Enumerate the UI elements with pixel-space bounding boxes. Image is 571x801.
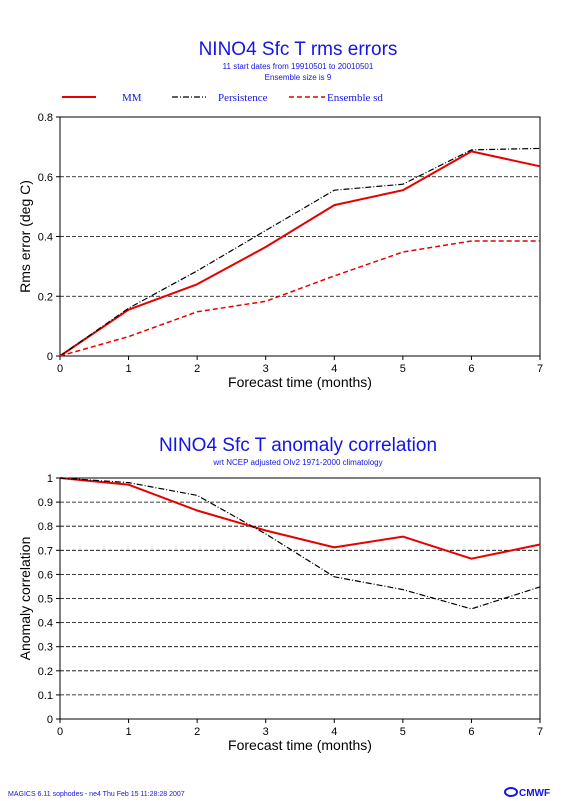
chart2-y-tick-label: 0.4 [38,618,53,630]
chart1-x-tick-label: 2 [194,363,200,375]
chart1-y-axis-label: Rms error (deg C) [17,180,33,293]
chart1-plot: 0 0.2 0.4 0.6 0.8 0 1 2 3 4 5 6 7 Forecast time (mont… [17,112,543,390]
chart1-series-persistence [59,147,541,357]
chart2-series-line-1 [59,477,541,560]
chart1-x-tick-label: 3 [263,363,269,375]
footer-text: MAGICS 6.11 sophodes - ne4 Thu Feb 15 11… [8,791,185,798]
chart2-y-tick-label: 0.1 [38,690,53,702]
legend-persistence-label: Persistence [218,92,268,104]
chart2-x-axis-label: Forecast time (months) [228,737,372,753]
chart2-x-tick-label: 4 [331,726,337,738]
chart1-series-ensemble-sd [59,240,540,357]
chart1-subtitle-line2: Ensemble size is 9 [265,73,332,82]
chart1-x-tick-label: 6 [468,363,474,375]
chart2-y-tick-label: 0.5 [38,594,53,606]
chart1-y-tick-label: 0 [47,351,53,363]
chart2-y-tick-label: 0.8 [38,521,53,533]
chart2-y-axis-label: Anomaly correlation [17,537,33,661]
chart2-x-tick-label: 2 [194,726,200,738]
chart2-x-tick-label: 3 [263,726,269,738]
legend-ensemble-sd-label: Ensemble sd [327,92,383,104]
chart1-x-tick-label: 0 [57,363,63,375]
chart2-series-line-2 [59,477,541,610]
chart2-x-tick-label: 7 [537,726,543,738]
chart1-x-axis-label: Forecast time (months) [228,374,372,390]
chart1-x-tick-label: 4 [331,363,337,375]
chart2-y-tick-label: 0.9 [38,497,53,509]
chart2-y-tick-label: 0 [47,714,53,726]
chart1-series-mm [59,150,541,357]
chart2-x-tick-label: 5 [400,726,406,738]
chart2-x-tick-label: 6 [468,726,474,738]
chart1-subtitle-line1: 11 start dates from 19910501 to 20010501 [223,62,374,71]
chart2-y-tick-label: 0.3 [38,642,53,654]
chart1-x-tick-label: 7 [537,363,543,375]
chart2-x-tick-label: 1 [126,726,132,738]
chart2-x-tick-label: 0 [57,726,63,738]
chart2-plot: 0 0.1 0.2 0.3 0.4 0.5 0.6 0.7 0.8 0.9 1 0 1 2 3 4 5 6 7 For… [17,473,543,753]
chart1-y-tick-label: 0.4 [38,232,53,244]
chart1-legend: MM Persistence Ensemble sd [62,92,383,104]
chart2-title: NINO4 Sfc T anomaly correlation [159,435,437,456]
ecmwf-logo-text: CMWF [519,788,550,799]
chart1-title: NINO4 Sfc T rms errors [199,39,398,60]
ecmwf-logo: CMWF [504,787,550,799]
chart1-x-tick-label: 5 [400,363,406,375]
chart2-y-tick-label: 0.2 [38,666,53,678]
chart1-y-tick-label: 0.6 [38,172,53,184]
chart2-y-tick-label: 0.7 [38,545,53,557]
chart2-y-tick-label: 0.6 [38,569,53,581]
chart2-subtitle: wrt NCEP adjusted OIv2 1971-2000 climato… [212,458,382,467]
legend-mm-label: MM [122,92,142,104]
chart1-y-tick-label: 0.8 [38,112,53,124]
chart1-x-tick-label: 1 [126,363,132,375]
chart1-y-tick-label: 0.2 [38,291,53,303]
ecmwf-logo-mark [504,787,518,797]
chart2-y-tick-label: 1 [47,473,53,485]
